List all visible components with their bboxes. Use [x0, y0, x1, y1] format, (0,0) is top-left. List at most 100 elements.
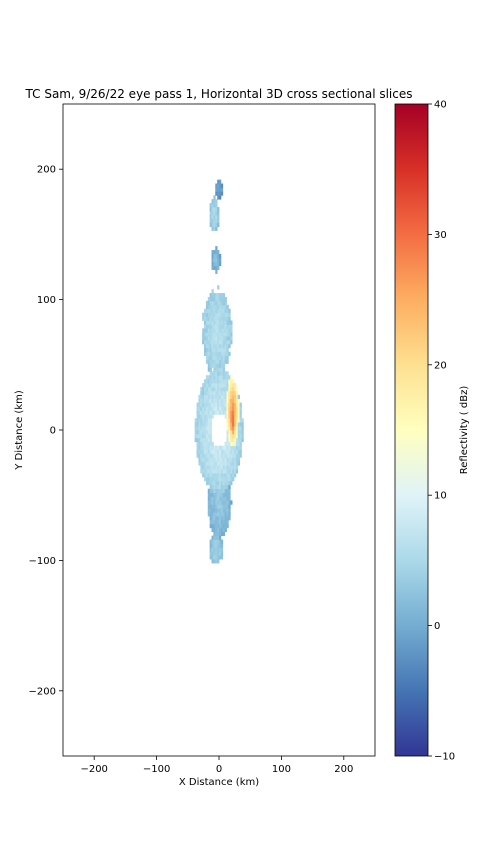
heatmap-cell — [226, 469, 229, 474]
heatmap-cell — [220, 461, 224, 466]
heatmap-cell — [230, 375, 233, 380]
heatmap-cell — [215, 214, 218, 220]
heatmap-cell — [235, 398, 239, 404]
heatmap-cell — [209, 347, 212, 353]
heatmap-cell — [211, 473, 214, 478]
heatmap-cell — [211, 293, 214, 298]
heatmap-cell — [230, 390, 233, 396]
heatmap-cell — [224, 336, 227, 341]
heatmap-cell — [226, 480, 229, 486]
heatmap-cell — [202, 433, 205, 439]
heatmap-cell — [226, 500, 229, 505]
heatmap-cell — [219, 363, 222, 368]
heatmap-cell — [209, 453, 212, 458]
heatmap-cell — [220, 406, 224, 411]
heatmap-cell — [207, 328, 211, 333]
heatmap-cell — [230, 414, 233, 419]
heatmap-cell — [207, 480, 211, 486]
heatmap-cell — [232, 453, 235, 458]
heatmap-cell — [211, 547, 214, 552]
heatmap-cell — [235, 457, 239, 462]
heatmap-cell — [217, 343, 220, 349]
heatmap-cell — [217, 465, 220, 470]
heatmap-cell — [217, 222, 220, 227]
heatmap-cell — [215, 296, 218, 302]
heatmap-cell — [204, 437, 207, 443]
heatmap-cell — [207, 386, 211, 392]
heatmap-cell — [211, 519, 214, 525]
heatmap-cell — [209, 402, 212, 407]
heatmap-cell — [213, 257, 216, 263]
heatmap-cell — [215, 398, 218, 404]
heatmap-cell — [211, 379, 214, 384]
heatmap-cell — [219, 375, 222, 380]
heatmap-cell — [196, 402, 199, 407]
heatmap-cell — [226, 504, 229, 509]
heatmap-cell — [205, 445, 209, 450]
heatmap-cell — [220, 547, 224, 552]
heatmap-cell — [215, 473, 218, 478]
heatmap-cell — [219, 476, 222, 482]
heatmap-cell — [209, 539, 212, 544]
heatmap-cell — [213, 535, 216, 540]
heatmap-cell — [215, 453, 218, 458]
heatmap-cell — [220, 465, 224, 470]
heatmap-cell — [217, 469, 220, 474]
heatmap-cell — [224, 508, 227, 513]
heatmap-cell — [198, 445, 201, 450]
heatmap-cell — [207, 437, 211, 443]
heatmap-cell — [230, 324, 233, 329]
heatmap-cell — [219, 296, 222, 302]
heatmap-cell — [205, 332, 209, 337]
heatmap-cell — [228, 375, 231, 380]
heatmap-cell — [217, 480, 220, 486]
heatmap-cell — [220, 555, 224, 560]
heatmap-cell — [204, 336, 207, 341]
heatmap-cell — [200, 406, 203, 411]
heatmap-cell — [232, 386, 235, 392]
heatmap-cell — [204, 308, 207, 314]
heatmap-cell — [224, 355, 227, 360]
heatmap-cell — [204, 469, 207, 474]
heatmap-cell — [211, 265, 214, 271]
heatmap-cell — [204, 441, 207, 447]
heatmap-cell — [204, 312, 207, 317]
heatmap-cell — [217, 453, 220, 458]
heatmap-cell — [220, 508, 224, 513]
heatmap-cell — [202, 422, 205, 427]
heatmap-cell — [220, 519, 224, 525]
heatmap-cell — [232, 379, 235, 384]
heatmap-cell — [235, 469, 239, 474]
heatmap-cell — [217, 527, 220, 533]
heatmap-cell — [215, 293, 218, 298]
heatmap-cell — [209, 367, 212, 372]
heatmap-cell — [198, 430, 201, 435]
heatmap-cell — [205, 414, 209, 419]
heatmap-cell — [226, 441, 229, 447]
heatmap-cell — [226, 465, 229, 470]
heatmap-cell — [202, 316, 205, 321]
heatmap-cell — [209, 300, 212, 306]
heatmap-cell — [215, 390, 218, 396]
heatmap-cell — [207, 504, 211, 509]
heatmap-cell — [213, 379, 216, 384]
heatmap-cell — [204, 328, 207, 333]
heatmap-cell — [237, 449, 240, 454]
heatmap-cell — [205, 461, 209, 466]
heatmap-cell — [209, 480, 212, 486]
heatmap-cell — [219, 308, 222, 314]
heatmap-cell — [226, 433, 229, 439]
heatmap-cell — [211, 296, 214, 302]
heatmap-cell — [217, 559, 220, 564]
heatmap-cell — [224, 340, 227, 345]
heatmap-cell — [204, 343, 207, 349]
heatmap-cell — [222, 527, 226, 533]
heatmap-cell — [215, 394, 218, 400]
heatmap-cell — [228, 379, 231, 384]
heatmap-cell — [217, 218, 220, 224]
heatmap-cell — [233, 465, 237, 470]
heatmap-cell — [217, 367, 220, 372]
heatmap-cell — [215, 559, 218, 564]
heatmap-cell — [211, 465, 214, 470]
heatmap-cell — [222, 519, 226, 525]
